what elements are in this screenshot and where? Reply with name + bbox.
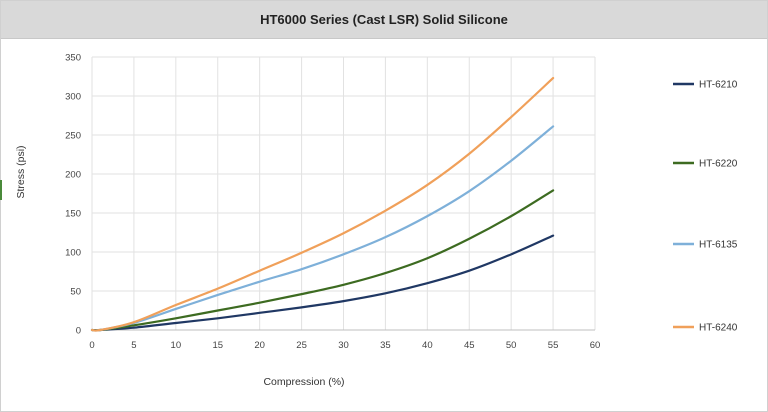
x-tick-label: 30: [338, 340, 349, 351]
x-tick-label: 20: [254, 340, 265, 351]
y-tick-label: 350: [65, 53, 81, 64]
y-tick-label: 200: [65, 170, 81, 181]
tick-labels: 0 5 10 15 20 25 30 35 40 45 50 55 60 0 50 100 150 200 250 3…: [65, 53, 600, 352]
x-tick-label: 50: [506, 340, 517, 351]
y-tick-label: 50: [70, 287, 81, 298]
y-tick-label: 0: [76, 326, 81, 337]
x-tick-label: 40: [422, 340, 433, 351]
x-tick-label: 35: [380, 340, 391, 351]
series-line-ht-6220: [90, 189, 555, 332]
y-tick-label: 100: [65, 248, 81, 259]
x-tick-label: 25: [296, 340, 307, 351]
x-tick-label: 45: [464, 340, 475, 351]
series-lines: [90, 76, 555, 332]
x-tick-label: 15: [212, 340, 223, 351]
y-tick-label: 150: [65, 209, 81, 220]
x-tick-label: 55: [548, 340, 559, 351]
y-axis-label: Stress (psi): [15, 145, 27, 198]
y-tick-label: 300: [65, 92, 81, 103]
legend-label-ht-6135: HT-6135: [699, 240, 738, 251]
x-axis-label: Compression (%): [263, 376, 344, 388]
x-tick-label: 10: [171, 340, 182, 351]
legend-label-ht-6210: HT-6210: [699, 80, 738, 91]
x-tick-label: 5: [131, 340, 136, 351]
series-line-ht-6135: [90, 125, 555, 332]
chart-title-bar: HT6000 Series (Cast LSR) Solid Silicone: [1, 1, 767, 39]
left-edge-marker: [0, 180, 2, 200]
legend: HT-6210 HT-6220 HT-6135 HT-6240: [673, 80, 738, 334]
legend-label-ht-6240: HT-6240: [699, 323, 738, 334]
grid-lines: [91, 56, 596, 331]
x-tick-label: 0: [89, 340, 94, 351]
chart-title: HT6000 Series (Cast LSR) Solid Silicone: [260, 12, 508, 27]
x-tick-label: 60: [590, 340, 601, 351]
y-tick-label: 250: [65, 131, 81, 142]
legend-label-ht-6220: HT-6220: [699, 159, 738, 170]
series-line-ht-6240: [90, 76, 555, 332]
series-line-ht-6210: [90, 234, 555, 332]
